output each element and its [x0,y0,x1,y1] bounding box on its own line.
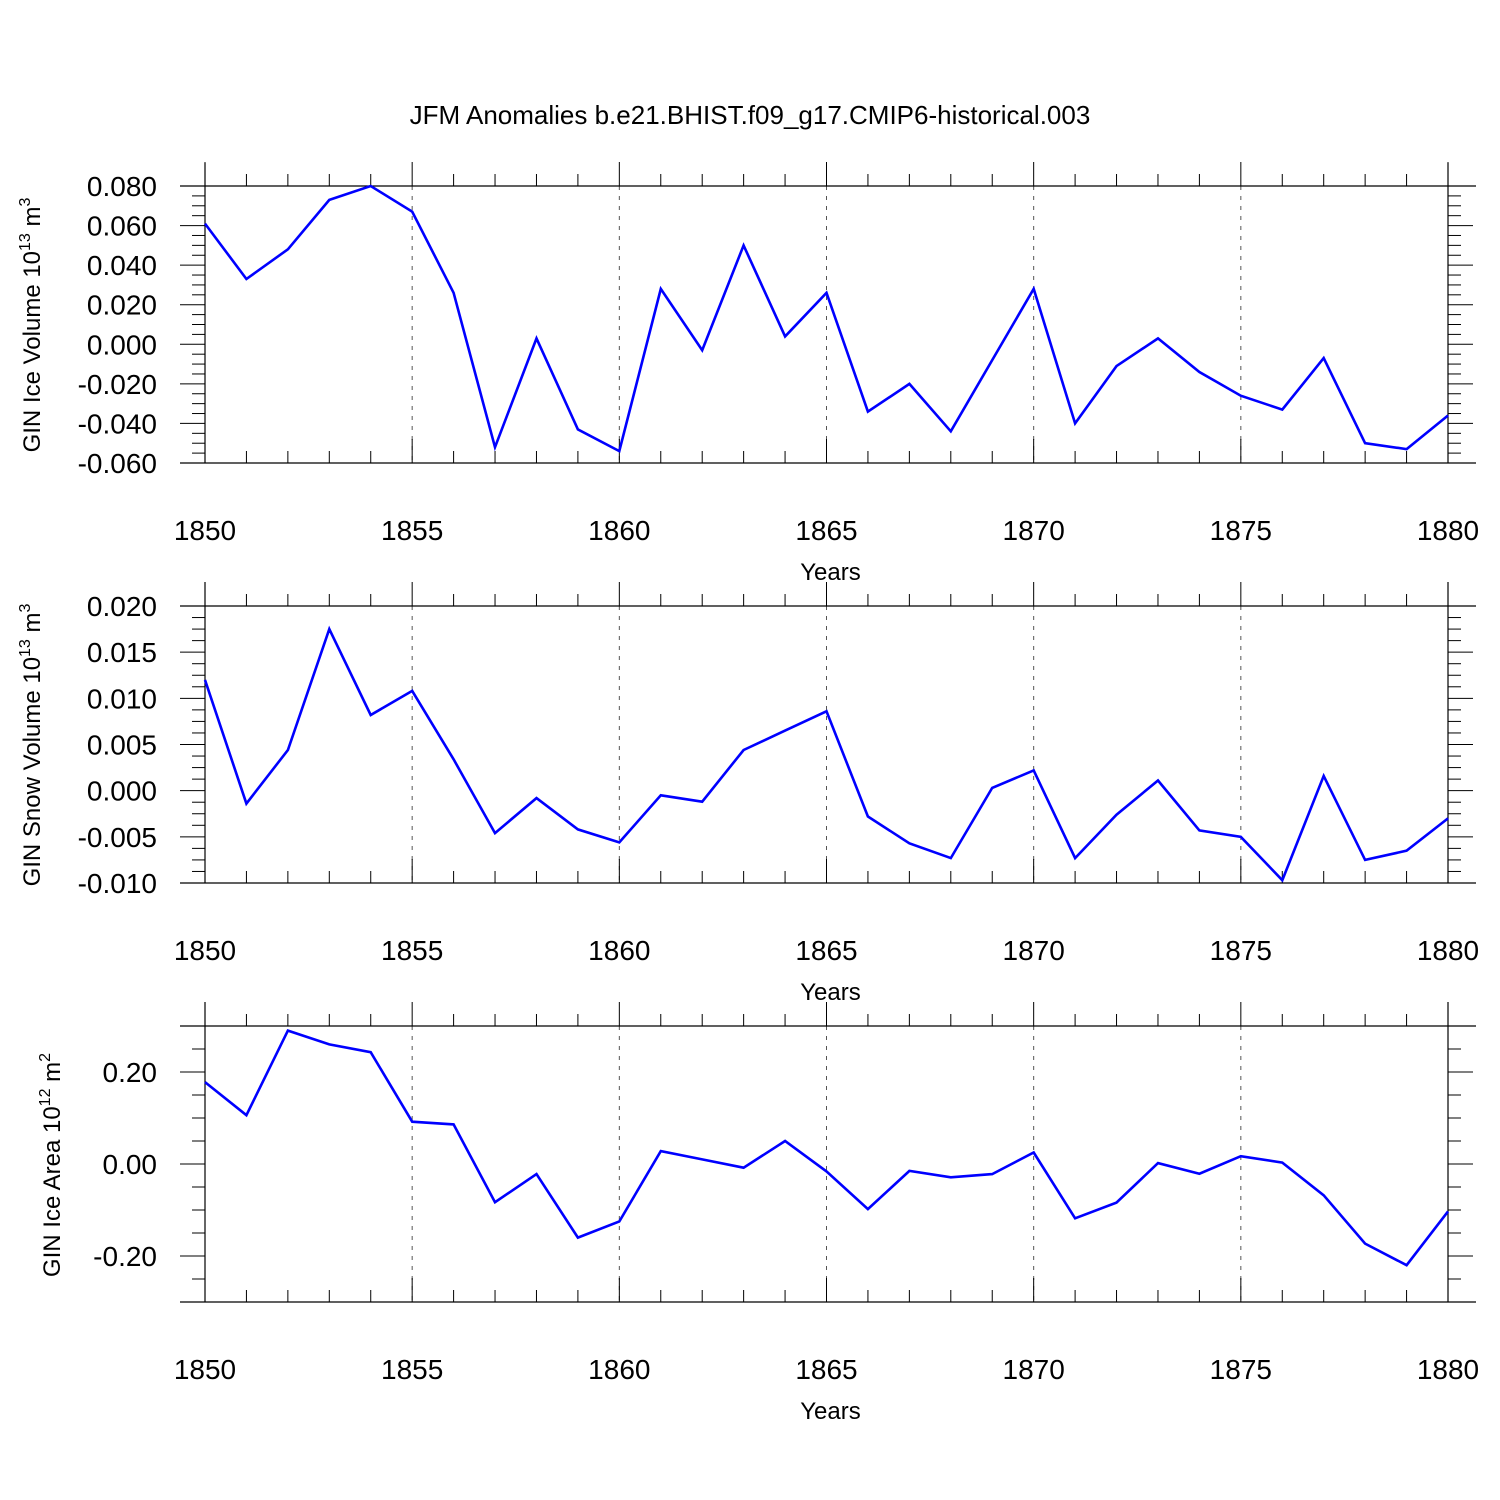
chart-panel-1: 1850 1855 1860 1865 1870 1875 1880 -0.060 -0.040… [17,162,1479,586]
y-tick-label: 0.010 [87,683,157,714]
x-tick-label: 1855 [381,935,443,966]
y-axis-label-superscript: 2 [37,1053,54,1062]
y-tick-label: -0.010 [78,868,157,899]
y-axis-label-part: m [39,1062,66,1089]
x-axis-label: Years [800,979,861,1006]
y-tick-label: -0.020 [78,369,157,400]
y-tick-label: 0.000 [87,776,157,807]
chart-panel-2: 1850 1855 1860 1865 1870 1875 1880 -0.010 -0.005… [17,582,1479,1006]
y-axis-label-part: m [19,612,46,639]
y-axis-label-part: GIN Ice Area 10 [39,1106,66,1277]
y-tick-label: 0.000 [87,329,157,360]
y-axis-label-superscript: 3 [17,198,34,207]
y-tick-label: 0.015 [87,637,157,668]
y-axis-label: GIN Ice Area 1012 m2 [37,1053,66,1277]
x-tick-label: 1870 [1003,935,1065,966]
x-tick-label: 1855 [381,1354,443,1385]
x-tick-label: 1865 [795,935,857,966]
x-tick-label: 1860 [588,935,650,966]
x-tick-label: 1865 [795,1354,857,1385]
series-line [203,184,1449,454]
x-tick-label: 1870 [1003,1354,1065,1385]
x-tick-label: 1875 [1210,1354,1272,1385]
chart-panel-3: 1850 1855 1860 1865 1870 1875 1880 -0.20 0.00 0.2… [37,1002,1479,1425]
x-tick-label: 1850 [174,935,236,966]
x-tick-label: 1860 [588,515,650,546]
series-line [204,1029,1450,1267]
y-tick-label: 0.080 [87,171,157,202]
y-axis-label-superscript: 13 [17,639,34,657]
y-axis-label-part: m [19,207,46,234]
x-tick-label: 1850 [174,515,236,546]
x-tick-label: 1875 [1210,935,1272,966]
x-tick-label: 1855 [381,515,443,546]
y-tick-label: 0.040 [87,250,157,281]
x-tick-label: 1870 [1003,515,1065,546]
y-tick-label: 0.060 [87,211,157,242]
y-axis-label: GIN Ice Volume 1013 m3 [17,198,46,453]
figure-title: JFM Anomalies b.e21.BHIST.f09_g17.CMIP6-… [410,100,1091,130]
y-axis-label-part: GIN Snow Volume 10 [19,657,46,886]
y-axis-label-superscript: 12 [37,1088,54,1106]
x-tick-label: 1850 [174,1354,236,1385]
y-tick-label: -0.20 [93,1241,157,1272]
x-tick-label: 1880 [1417,1354,1479,1385]
y-tick-label: -0.040 [78,408,157,439]
y-tick-label: 0.020 [87,591,157,622]
panels: 1850 1855 1860 1865 1870 1875 1880 -0.060 -0.040… [17,162,1479,1425]
y-tick-label: 0.005 [87,730,157,761]
x-tick-label: 1865 [795,515,857,546]
y-axis-label: GIN Snow Volume 1013 m3 [17,603,46,886]
x-axis-label: Years [800,559,861,586]
y-tick-label: 0.00 [103,1149,158,1180]
y-axis-label-part: GIN Ice Volume 10 [19,251,46,452]
series-line [203,625,1449,883]
y-tick-label: 0.20 [103,1057,158,1088]
x-tick-label: 1875 [1210,515,1272,546]
x-tick-label: 1880 [1417,515,1479,546]
y-axis-label-superscript: 13 [17,233,34,251]
y-axis-label-superscript: 3 [17,603,34,612]
y-tick-label: 0.020 [87,290,157,321]
x-axis-label: Years [800,1398,861,1425]
y-tick-label: -0.005 [78,822,157,853]
y-tick-label: -0.060 [78,448,157,479]
x-tick-label: 1860 [588,1354,650,1385]
x-tick-label: 1880 [1417,935,1479,966]
